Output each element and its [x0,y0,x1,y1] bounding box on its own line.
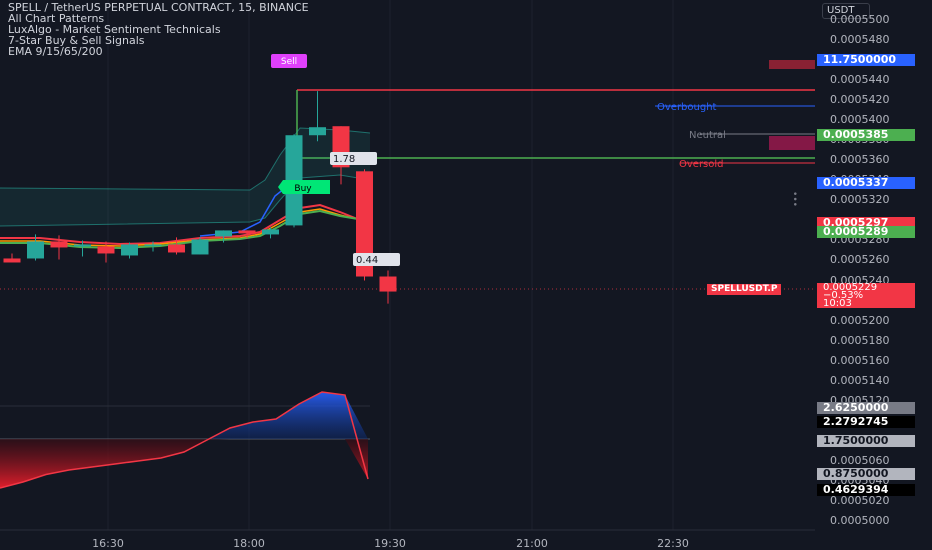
oversold-text: Oversold [679,159,724,170]
candle-body[interactable] [309,127,326,136]
price-label-upper: 11.7500000 [817,54,915,66]
pattern-box-pink [769,136,815,150]
candle-body[interactable] [27,241,44,259]
candle-body[interactable] [356,171,373,277]
candle-body[interactable] [74,244,91,247]
indicator-2[interactable]: LuxAlgo - Market Sentiment Technicals [8,23,221,36]
price-tick: 0.0005420 [830,93,890,107]
price-tick: 0.0005060 [830,453,890,467]
value-label-1-text: 1.78 [333,154,355,165]
osc-label-2: 2.2792745 [817,416,915,428]
sell-signal-text: Sell [281,57,297,67]
candle-body[interactable] [215,230,232,237]
osc-label-3: 1.7500000 [817,435,915,447]
price-label-neutral: 0.0005385 [817,129,915,141]
sell-signal[interactable]: Sell [271,54,307,68]
price-change: −0.53% [823,290,864,301]
value-label-2: 0.44 [353,253,400,266]
candle-body[interactable] [191,239,209,255]
chart-title: SPELL / TetherUS PERPETUAL CONTRACT, 15,… [8,1,309,14]
price-tick: 0.0005140 [830,373,890,387]
price-tick: 0.0005020 [830,493,890,507]
price-label-mid: 0.0005337 [817,177,915,189]
candle-body[interactable] [97,246,115,254]
value-label-2-text: 0.44 [356,255,378,266]
candle-body[interactable] [121,244,138,256]
price-tick: 0.0005500 [830,13,890,26]
price-tick: 0.0005320 [830,193,890,207]
osc-positive-area [0,392,368,439]
ema-green-line [0,209,371,250]
price-tick: 0.0005160 [830,353,890,367]
indicator-3[interactable]: 7-Star Buy & Sell Signals [8,34,145,47]
buy-signal-text: Buy [294,184,312,194]
price-tick: 0.0005440 [830,73,890,87]
candle-body[interactable] [3,258,21,263]
ema-red-line [0,203,371,246]
candle-body[interactable] [144,244,162,246]
candle-body[interactable] [168,244,185,253]
time-tick: 22:30 [657,537,689,550]
time-tick: 18:00 [233,537,265,550]
osc-label-1: 2.6250000 [817,402,915,414]
bar-countdown: 10:03 [823,298,852,309]
indicator-1[interactable]: All Chart Patterns [8,12,105,25]
value-label-1: 1.78 [330,152,377,165]
candle-body[interactable] [238,230,256,234]
neutral-text: Neutral [689,130,726,141]
osc-negative-area [0,439,368,488]
price-tick: 0.0005360 [830,153,890,167]
ema-band [0,128,370,226]
osc-label-4: 0.8750000 [817,468,915,480]
osc-label-5: 0.4629394 [817,484,915,496]
price-label-green: 0.0005289 [817,226,915,238]
price-tick: 0.0005260 [830,253,890,267]
time-tick: 21:00 [516,537,548,550]
pattern-green-line [296,90,815,159]
price-tick: 0.0005480 [830,33,890,47]
overbought-text: Overbought [657,102,717,113]
buy-signal[interactable]: Buy [278,180,330,194]
price-tick: 0.0005180 [830,333,890,347]
price-tick: 0.0005000 [830,514,890,527]
time-tick: 19:30 [374,537,406,550]
candle-body[interactable] [50,241,68,248]
pane-dots-icon[interactable]: ••• [788,191,799,207]
last-price: 0.0005229 [823,282,878,293]
price-tick: 0.0005400 [830,113,890,127]
candle-body[interactable] [262,229,279,235]
osc-line [0,391,369,489]
time-tick: 16:30 [92,537,124,550]
last-price-box: 0.0005229 −0.53% 10:03 [817,282,915,309]
band-bottom-line [0,174,371,227]
symbol-label: SPELLUSDT.P [707,284,782,295]
currency-button[interactable]: USDT [822,3,870,19]
price-tick: 0.0005200 [830,313,890,327]
pattern-box-red [769,60,815,69]
chart-header: SPELL / TetherUS PERPETUAL CONTRACT, 15,… [8,2,309,57]
candle-body[interactable] [379,276,397,292]
indicator-4[interactable]: EMA 9/15/65/200 [8,45,103,58]
